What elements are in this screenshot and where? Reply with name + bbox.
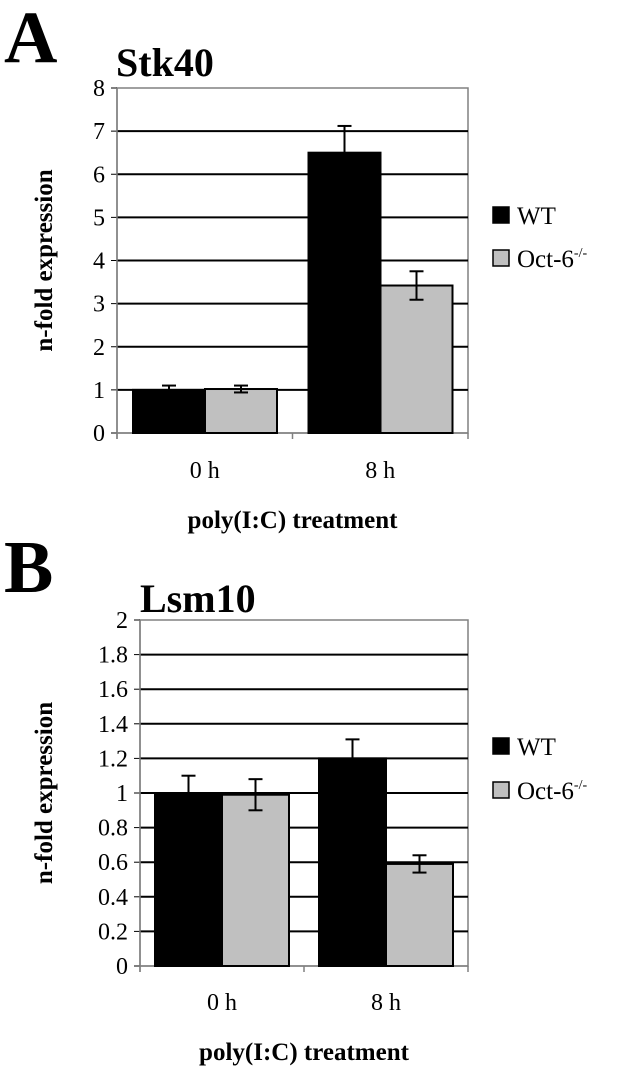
x-tick-label: 8 h <box>365 458 395 484</box>
chart-title: Stk40 <box>116 40 214 85</box>
x-tick-label: 8 h <box>371 990 401 1016</box>
y-tick-label: 0.8 <box>98 816 128 842</box>
y-tick-label: 6 <box>93 162 105 188</box>
legend-item: WT <box>492 734 556 761</box>
y-tick-label: 4 <box>93 249 105 275</box>
legend-name: Oct-6 <box>517 778 574 805</box>
bar-wt-8h <box>318 757 387 968</box>
legend-superscript: -/- <box>574 778 588 793</box>
legend-item: WT <box>492 203 556 230</box>
x-tick-label: 0 h <box>207 990 237 1016</box>
y-tick-label: 0.6 <box>98 850 128 876</box>
x-tick-label: 0 h <box>190 458 220 484</box>
y-tick-label: 0.2 <box>98 919 128 945</box>
y-tick-label: 0.4 <box>98 885 128 911</box>
y-tick-label: 2 <box>116 608 128 634</box>
legend-swatch <box>492 206 510 224</box>
y-tick-label: 2 <box>93 335 105 361</box>
y-tick-label: 1.6 <box>98 677 128 703</box>
y-tick-label: 0 <box>93 421 105 447</box>
legend-label: WT <box>517 734 556 761</box>
legend-label: Oct-6-/- <box>517 246 587 273</box>
legend-name: WT <box>517 734 556 761</box>
legend-swatch <box>492 737 510 755</box>
legend: WT Oct-6-/- <box>492 734 587 805</box>
legend: WT Oct-6-/- <box>492 203 587 273</box>
bar-oct-6-8h <box>385 862 454 967</box>
legend-superscript: -/- <box>574 246 588 261</box>
chart-panel-b: B Lsm10 0 0.2 0.4 0.6 0.8 1 1.2 1.4 1.6 1.8 2 0 h 8 h n… <box>4 527 587 1066</box>
y-tick-label: 1 <box>116 781 128 807</box>
y-tick-label: 7 <box>93 119 105 145</box>
y-tick-label: 1.2 <box>98 746 128 772</box>
legend-name: Oct-6 <box>517 246 574 273</box>
bar-wt-0h <box>132 388 206 434</box>
bar-oct-6-0h <box>221 793 290 967</box>
y-tick-label: 1 <box>93 378 105 404</box>
legend-name: WT <box>517 203 556 230</box>
chart-title: Lsm10 <box>140 576 256 621</box>
legend-label: Oct-6-/- <box>517 778 587 805</box>
y-tick-label: 1.8 <box>98 643 128 669</box>
y-tick-label: 3 <box>93 292 105 318</box>
legend-label: WT <box>517 203 556 230</box>
y-axis-label: n-fold expression <box>31 702 58 884</box>
y-axis-label: n-fold expression <box>31 169 58 351</box>
panel-letter: A <box>4 0 57 79</box>
legend-swatch <box>492 249 510 267</box>
chart-panel-a: A Stk40 0 1 2 3 4 5 6 7 8 0 h 8 h n-fold expression po… <box>4 0 587 534</box>
bar-wt-8h <box>307 151 382 434</box>
panel-letter: B <box>4 527 53 609</box>
legend-item: Oct-6-/- <box>492 778 587 805</box>
legend-item: Oct-6-/- <box>492 246 587 273</box>
x-axis-label: poly(I:C) treatment <box>199 1039 410 1066</box>
bar-wt-0h <box>154 792 223 967</box>
y-tick-label: 0 <box>116 954 128 980</box>
y-tick-label: 1.4 <box>98 712 128 738</box>
x-axis-label: poly(I:C) treatment <box>188 507 399 534</box>
legend-swatch <box>492 781 510 799</box>
bar-oct-6-8h <box>379 284 454 435</box>
y-tick-label: 5 <box>93 205 105 231</box>
y-tick-label: 8 <box>93 76 105 102</box>
bar-oct-6-0h <box>204 388 278 435</box>
